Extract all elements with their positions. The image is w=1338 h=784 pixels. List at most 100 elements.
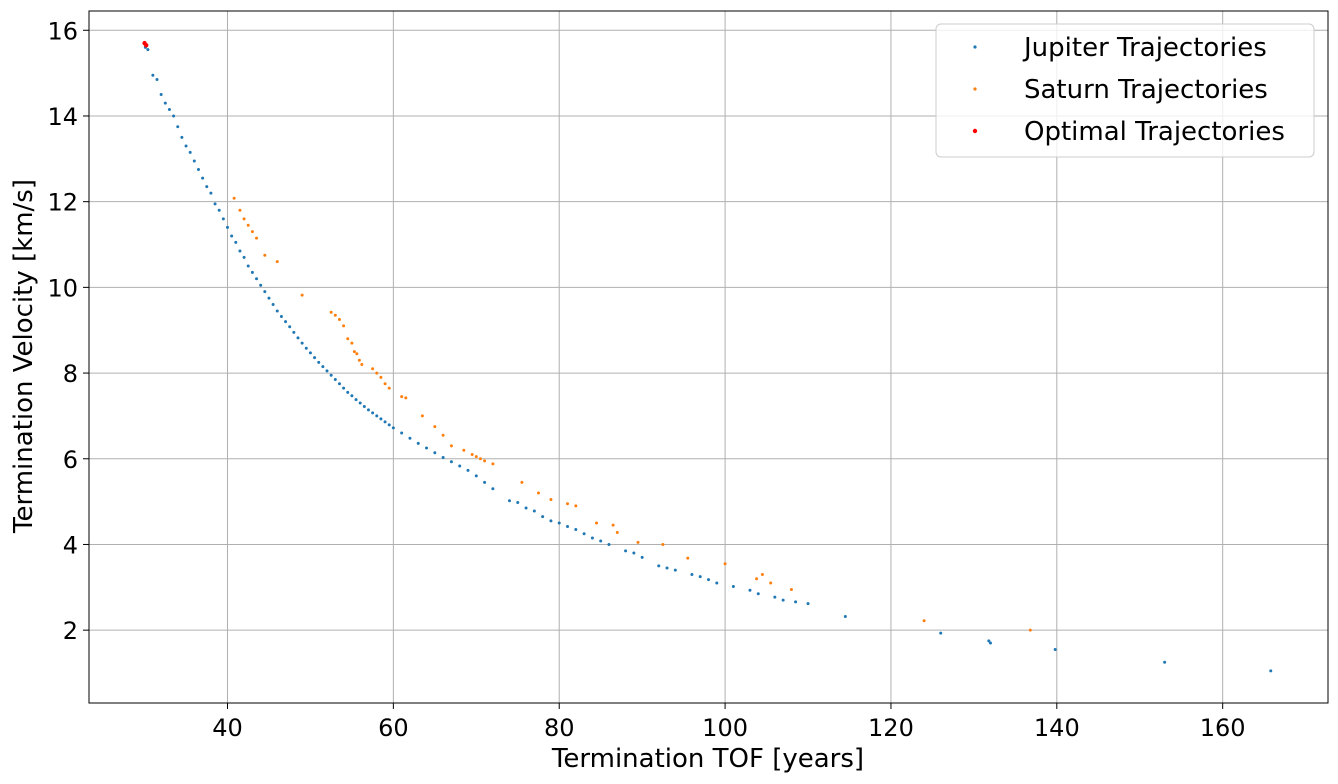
jupiter-point	[466, 468, 470, 472]
jupiter-point	[292, 330, 296, 334]
jupiter-point	[284, 320, 288, 324]
y-tick-label: 16	[47, 17, 78, 45]
jupiter-point	[271, 303, 275, 307]
x-tick-label: 100	[702, 714, 748, 742]
jupiter-point	[279, 315, 283, 319]
x-tick-label: 40	[212, 714, 243, 742]
jupiter-point	[549, 519, 553, 523]
jupiter-point	[715, 581, 719, 585]
saturn-point	[342, 324, 346, 328]
jupiter-point	[566, 524, 570, 528]
jupiter-point	[474, 474, 478, 478]
jupiter-point	[781, 598, 785, 602]
y-tick-label: 4	[63, 531, 78, 559]
x-tick-label: 60	[378, 714, 409, 742]
saturn-point	[433, 425, 437, 429]
jupiter-point	[939, 631, 943, 635]
jupiter-point	[176, 125, 180, 129]
x-tick-label: 120	[868, 714, 914, 742]
jupiter-point	[843, 614, 847, 618]
saturn-point	[686, 556, 690, 560]
jupiter-point	[449, 460, 453, 464]
jupiter-point	[557, 521, 561, 525]
saturn-point	[462, 448, 466, 452]
jupiter-point	[441, 455, 445, 459]
jupiter-point	[333, 377, 337, 381]
saturn-point	[789, 587, 793, 591]
jupiter-point	[773, 595, 777, 599]
jupiter-point	[400, 431, 404, 435]
y-axis-ticks: 2 4 6 8 10 12 14 16	[47, 17, 89, 645]
jupiter-point	[205, 185, 209, 189]
jupiter-point	[346, 390, 350, 394]
saturn-point	[333, 313, 337, 317]
jupiter-point	[263, 290, 267, 294]
saturn-point	[250, 230, 254, 234]
saturn-point	[536, 491, 540, 495]
legend: Jupiter Trajectories Saturn Trajectories…	[935, 23, 1315, 158]
jupiter-point	[221, 217, 225, 221]
jupiter-point	[383, 420, 387, 424]
saturn-point	[263, 253, 267, 257]
jupiter-point	[358, 401, 362, 405]
saturn-point	[595, 521, 599, 525]
jupiter-point	[491, 487, 495, 491]
jupiter-point	[296, 336, 300, 340]
y-tick-label: 8	[63, 360, 78, 388]
saturn-point	[346, 337, 350, 341]
jupiter-point	[366, 408, 370, 412]
jupiter-point	[532, 509, 536, 513]
legend-label-optimal: Optimal Trajectories	[1024, 117, 1285, 147]
saturn-point	[483, 459, 487, 463]
jupiter-point	[987, 639, 991, 643]
saturn-point	[755, 577, 759, 581]
saturn-point	[371, 367, 375, 371]
jupiter-point	[524, 506, 528, 510]
jupiter-point	[582, 532, 586, 536]
saturn-point	[760, 572, 764, 576]
saturn-point	[329, 310, 333, 314]
jupiter-point	[756, 592, 760, 596]
data-points	[142, 40, 1273, 673]
saturn-point	[375, 371, 379, 375]
jupiter-point	[1269, 669, 1273, 673]
saturn-point	[723, 562, 727, 566]
y-axis-title: Termination Velocity [km/s]	[9, 179, 39, 534]
jupiter-point	[507, 499, 511, 503]
saturn-point	[470, 452, 474, 456]
y-tick-label: 12	[47, 189, 78, 217]
jupiter-point	[607, 542, 611, 546]
jupiter-point	[362, 404, 366, 408]
saturn-point	[337, 318, 341, 322]
saturn-point	[350, 341, 354, 345]
saturn-point	[574, 504, 578, 508]
jupiter-point	[657, 564, 661, 568]
jupiter-point	[375, 414, 379, 418]
jupiter-point	[217, 208, 221, 212]
jupiter-point	[146, 48, 150, 52]
saturn-point	[636, 540, 640, 544]
x-axis-ticks: 40 60 80 100 120 140 160	[212, 703, 1246, 742]
jupiter-point	[167, 108, 171, 112]
jupiter-point	[425, 446, 429, 450]
saturn-point	[449, 444, 453, 448]
saturn-point	[275, 260, 279, 264]
jupiter-point	[690, 572, 694, 576]
jupiter-point	[665, 566, 669, 570]
y-tick-label: 14	[47, 103, 78, 131]
saturn-point	[255, 236, 259, 240]
saturn-point	[246, 223, 250, 227]
saturn-point	[491, 462, 495, 466]
jupiter-point	[192, 159, 196, 163]
jupiter-point	[1163, 660, 1167, 664]
saturn-point	[441, 433, 445, 437]
saturn-point	[769, 581, 773, 585]
jupiter-point	[640, 555, 644, 559]
jupiter-point	[590, 536, 594, 540]
jupiter-point	[275, 309, 279, 313]
jupiter-point	[259, 283, 263, 287]
x-tick-label: 80	[544, 714, 575, 742]
jupiter-point	[673, 568, 677, 572]
jupiter-point	[794, 600, 798, 604]
jupiter-point	[541, 515, 545, 519]
